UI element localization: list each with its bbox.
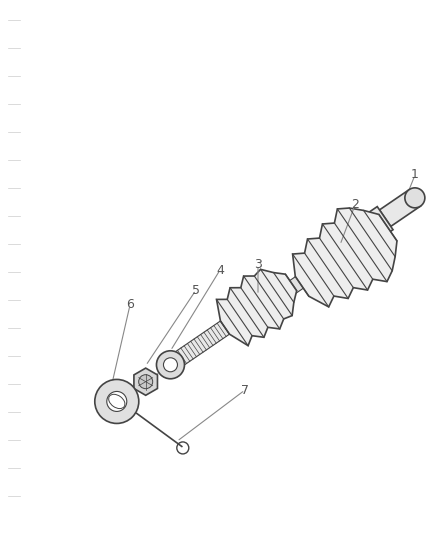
Text: 4: 4 [215, 263, 223, 277]
Circle shape [95, 379, 138, 423]
Polygon shape [174, 321, 229, 366]
Polygon shape [216, 269, 296, 346]
Text: 2: 2 [350, 198, 358, 212]
Text: 3: 3 [254, 259, 261, 271]
Circle shape [404, 188, 424, 208]
Polygon shape [292, 208, 396, 307]
Polygon shape [134, 368, 157, 395]
Text: 7: 7 [240, 384, 248, 397]
Text: 6: 6 [126, 298, 134, 311]
Polygon shape [378, 190, 420, 227]
Text: 1: 1 [410, 168, 418, 182]
Circle shape [138, 375, 152, 389]
Circle shape [106, 391, 127, 411]
Text: 5: 5 [191, 284, 200, 296]
Circle shape [156, 351, 184, 379]
Circle shape [163, 358, 177, 372]
Polygon shape [287, 276, 304, 294]
Polygon shape [363, 207, 392, 239]
